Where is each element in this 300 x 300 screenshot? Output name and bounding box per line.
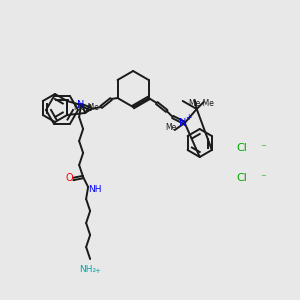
Text: Me Me: Me Me: [74, 103, 99, 112]
Text: N: N: [77, 100, 85, 110]
Text: Me: Me: [165, 124, 176, 133]
Text: +: +: [185, 113, 192, 122]
Text: Cl: Cl: [237, 173, 248, 183]
Text: N: N: [179, 118, 186, 128]
Text: NH₂: NH₂: [80, 265, 97, 274]
Text: Me Me: Me Me: [189, 100, 214, 109]
Text: ⁻: ⁻: [260, 173, 266, 183]
Text: Cl: Cl: [237, 143, 248, 153]
Text: O: O: [65, 173, 73, 183]
Text: +: +: [94, 268, 100, 274]
Text: ⁻: ⁻: [260, 143, 266, 153]
Text: NH: NH: [88, 184, 102, 194]
